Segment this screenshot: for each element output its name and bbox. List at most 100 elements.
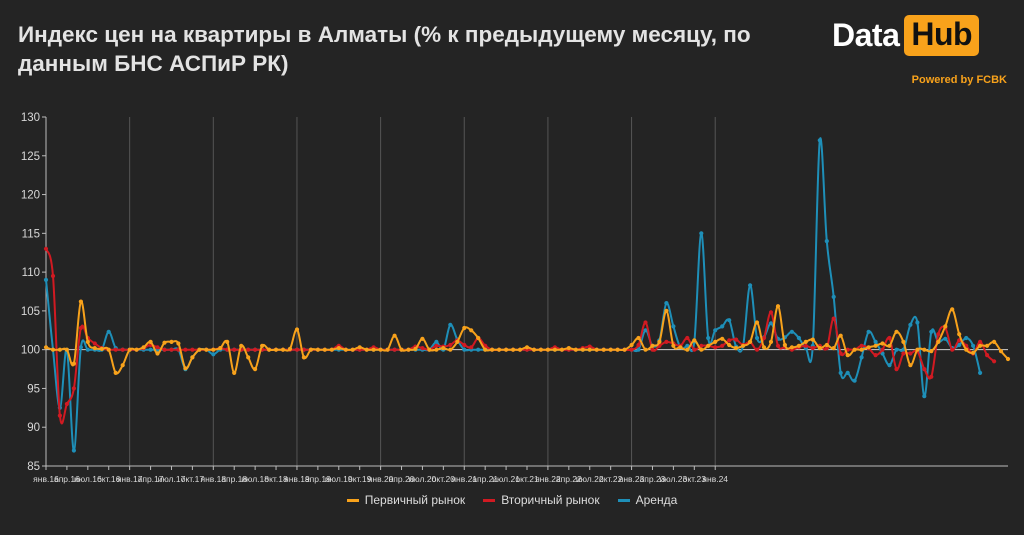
data-point-0 (169, 339, 174, 344)
data-point-1 (120, 347, 125, 352)
x-tick-label: янв.22 (535, 474, 561, 484)
data-point-0 (985, 343, 990, 348)
data-point-0 (748, 339, 753, 344)
data-point-0 (50, 347, 56, 352)
data-point-0 (929, 349, 934, 354)
data-point-0 (915, 347, 920, 352)
data-point-0 (510, 347, 516, 352)
data-point-1 (78, 325, 83, 331)
data-point-0 (859, 347, 864, 352)
data-point-2 (720, 324, 725, 329)
data-point-0 (462, 325, 467, 331)
series-line-1 (45, 248, 995, 425)
data-point-0 (127, 347, 132, 352)
data-point-0 (64, 347, 69, 352)
y-tick-label: 110 (22, 267, 40, 279)
data-point-2 (943, 336, 948, 341)
data-point-2 (957, 342, 962, 348)
data-point-0 (476, 335, 481, 341)
data-point-1 (894, 367, 899, 372)
x-tick-label: янв.23 (619, 474, 645, 484)
data-point-0 (301, 355, 306, 360)
data-point-0 (113, 370, 118, 375)
legend-item-secondary[interactable]: Вторичный рынок (483, 493, 600, 507)
data-point-0 (260, 343, 265, 348)
data-point-0 (601, 347, 606, 352)
data-point-0 (315, 347, 320, 352)
data-point-2 (978, 370, 983, 375)
data-point-1 (113, 347, 118, 352)
data-point-0 (971, 350, 976, 355)
data-point-1 (685, 335, 690, 341)
data-point-1 (664, 339, 669, 344)
data-point-1 (155, 345, 160, 350)
data-point-0 (420, 336, 425, 341)
data-point-0 (190, 355, 195, 360)
series-line-2 (45, 137, 982, 452)
data-point-0 (204, 347, 209, 352)
data-point-2 (845, 370, 850, 375)
x-tick-label: июл.23 (660, 474, 688, 484)
data-point-0 (267, 347, 272, 352)
data-point-1 (71, 386, 76, 391)
y-tick-label: 120 (21, 190, 40, 202)
data-point-0 (85, 339, 90, 344)
x-tick-label: окт.19 (348, 474, 372, 484)
data-point-1 (831, 316, 836, 321)
data-point-0 (943, 324, 948, 329)
y-tick-label: 95 (27, 383, 40, 395)
x-tick-label: янв.18 (200, 474, 226, 484)
data-point-1 (901, 351, 906, 356)
legend-label-secondary: Вторичный рынок (501, 493, 600, 507)
data-point-0 (357, 345, 362, 350)
data-point-1 (929, 374, 934, 379)
data-point-2 (754, 335, 760, 341)
data-point-1 (232, 347, 237, 352)
data-point-0 (727, 342, 732, 348)
data-point-2 (71, 448, 76, 453)
data-point-2 (78, 345, 83, 350)
data-point-0 (106, 347, 111, 352)
data-point-0 (99, 346, 104, 351)
legend-item-rent[interactable]: Аренда (617, 493, 678, 507)
data-point-1 (887, 335, 892, 341)
data-point-0 (336, 346, 341, 351)
data-point-0 (775, 304, 781, 309)
data-point-0 (134, 347, 139, 352)
data-point-0 (497, 347, 502, 352)
data-point-1 (824, 346, 829, 351)
data-point-0 (483, 347, 488, 352)
legend-swatch-rent (617, 498, 630, 502)
x-tick-label: июл.21 (492, 474, 520, 484)
data-point-0 (399, 347, 404, 352)
data-point-2 (929, 329, 934, 334)
data-point-1 (43, 246, 49, 251)
data-point-0 (78, 299, 83, 304)
data-point-1 (985, 353, 990, 358)
data-point-0 (685, 347, 690, 352)
data-point-0 (448, 347, 453, 352)
data-point-1 (169, 347, 174, 352)
data-point-1 (183, 347, 188, 352)
data-point-0 (678, 345, 683, 350)
x-tick-label: янв.16 (33, 474, 59, 484)
data-point-0 (671, 343, 676, 348)
data-point-2 (915, 320, 920, 325)
data-point-0 (580, 347, 585, 352)
data-point-0 (343, 347, 348, 352)
logo-hub-badge: Hub (904, 14, 980, 56)
legend-label-rent: Аренда (635, 493, 678, 507)
x-tick-label: окт.16 (97, 474, 121, 484)
data-point-1 (692, 347, 697, 352)
legend-item-primary[interactable]: Первичный рынок (346, 493, 465, 507)
data-point-2 (85, 347, 90, 352)
x-tick-label: апр.18 (221, 474, 247, 484)
x-tick-label: окт.20 (432, 474, 456, 484)
data-point-1 (768, 310, 774, 315)
data-point-0 (664, 308, 669, 313)
data-point-0 (734, 346, 739, 351)
data-point-0 (218, 346, 223, 351)
data-point-2 (685, 343, 690, 348)
data-point-0 (957, 332, 962, 337)
data-point-1 (936, 332, 941, 337)
